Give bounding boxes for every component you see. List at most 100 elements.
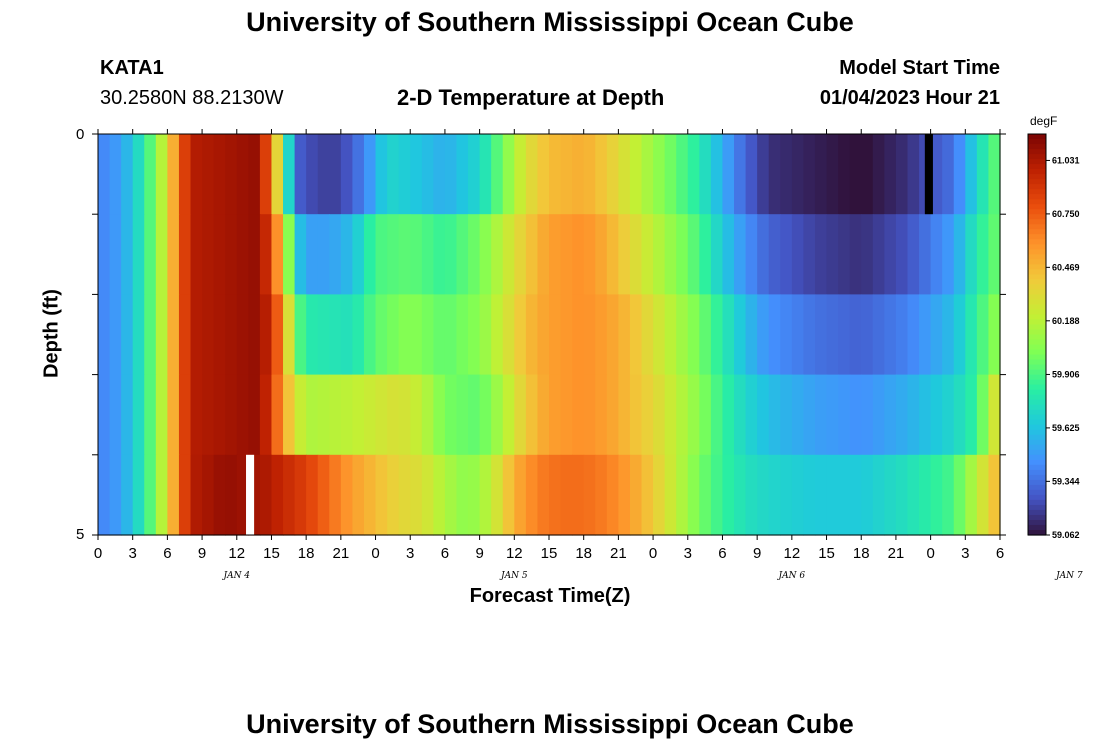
heatmap-cell (444, 134, 458, 215)
heatmap-cell (537, 214, 550, 295)
heatmap-cell (155, 214, 168, 295)
heatmap-cell (583, 374, 596, 456)
station-coordinates: 30.2580N 88.2130W (100, 87, 284, 109)
heatmap-cell (595, 294, 608, 376)
heatmap-cell (942, 134, 955, 215)
colorbar-swatch (1028, 484, 1046, 491)
y-tick-label-top: 0 (76, 126, 85, 143)
heatmap-cell (317, 374, 330, 456)
heatmap-cell (653, 214, 666, 295)
heatmap-cell (734, 374, 747, 456)
heatmap-cell (525, 374, 539, 456)
heatmap-cell (826, 374, 839, 456)
heatmap-cell (514, 214, 527, 295)
colorbar-swatch (1028, 144, 1046, 150)
heatmap-cell (699, 214, 712, 295)
heatmap-cell (641, 214, 654, 295)
heatmap-cell (144, 214, 157, 295)
heatmap-cell (872, 294, 885, 376)
x-tick-label: 12 (783, 545, 801, 562)
date-label: JAN 7 (1056, 571, 1083, 581)
heatmap-cell (826, 294, 839, 376)
colorbar-swatch (1028, 329, 1046, 336)
y-tick-label-bottom: 5 (76, 526, 85, 543)
heatmap-cell (398, 294, 411, 376)
heatmap-cell (618, 374, 631, 456)
heatmap-cell (768, 214, 781, 295)
heatmap-cell (537, 454, 550, 536)
heatmap-cell (317, 214, 330, 295)
heatmap-cell (98, 374, 111, 456)
heatmap-cell (560, 374, 573, 456)
heatmap-cell (930, 294, 943, 376)
x-tick-label: 0 (371, 545, 380, 562)
heatmap-cell (664, 294, 677, 376)
colorbar-swatch (1028, 259, 1046, 265)
heatmap-cell (109, 294, 122, 376)
heatmap-cell (213, 134, 226, 215)
heatmap-cell (641, 294, 654, 376)
colorbar-swatch (1028, 299, 1046, 306)
colorbar-swatch (1028, 254, 1046, 260)
x-tick-label: 6 (995, 545, 1005, 562)
heatmap-cell (155, 374, 168, 456)
axis-ticks (92, 129, 1006, 540)
colorbar-swatch (1028, 344, 1046, 351)
heatmap-cell (259, 214, 273, 295)
heatmap-cell (606, 454, 619, 536)
heatmap-cell (953, 294, 966, 376)
heatmap-cell (988, 294, 1001, 376)
heatmap-cell (109, 134, 122, 215)
heatmap-cell (433, 454, 446, 536)
heatmap-cell (387, 134, 400, 215)
heatmap-cell (757, 294, 770, 376)
x-tick-label: 6 (163, 545, 172, 562)
heatmap-cell (421, 454, 434, 536)
heatmap-cell (421, 374, 434, 456)
colorbar-swatch (1028, 454, 1046, 461)
colorbar-swatch (1028, 374, 1046, 381)
x-tick-label: 6 (440, 545, 450, 562)
heatmap-cell (884, 134, 897, 215)
heatmap-cell (410, 134, 423, 215)
heatmap-cell (109, 454, 122, 536)
heatmap-cell (479, 374, 492, 456)
colorbar-swatch (1028, 319, 1046, 326)
colorbar-swatch (1028, 489, 1046, 496)
heatmap-cell (942, 454, 955, 536)
model-start-value: 01/04/2023 Hour 21 (819, 87, 1000, 109)
x-tick-label: 12 (228, 545, 246, 562)
heatmap-cell (919, 374, 932, 456)
heatmap-cell (606, 374, 619, 456)
x-tick-label: 0 (93, 545, 103, 562)
heatmap-cell (329, 454, 342, 536)
heatmap-cell (433, 214, 446, 295)
colorbar-swatch (1028, 459, 1046, 466)
heatmap-cell (121, 214, 134, 295)
heatmap-cell (340, 374, 354, 456)
heatmap-cell (236, 374, 249, 456)
colorbar-swatch (1028, 444, 1046, 451)
heatmap-cell (757, 374, 770, 456)
y-axis-label: Depth (ft) (40, 289, 63, 378)
heatmap-cell (734, 134, 747, 215)
x-tick-label: 15 (818, 545, 835, 562)
heatmap-cell (479, 294, 492, 376)
heatmap-cell (248, 374, 261, 456)
heatmap-cell (317, 294, 330, 376)
colorbar-swatch (1028, 364, 1046, 371)
heatmap-cell (98, 214, 111, 295)
x-tick-label: 18 (297, 545, 315, 562)
heatmap-cell (745, 214, 758, 295)
heatmap-cell (433, 374, 446, 456)
heatmap-cell (121, 374, 134, 456)
heatmap-cell (491, 454, 504, 536)
heatmap-cell (294, 374, 307, 456)
colorbar-swatch (1028, 419, 1046, 426)
heatmap-cell (791, 374, 805, 456)
heatmap-cell (838, 454, 851, 536)
colorbar-swatch (1028, 494, 1046, 501)
heatmap-cell (340, 134, 354, 215)
heatmap-cell (294, 294, 307, 376)
heatmap-cell (167, 134, 180, 215)
